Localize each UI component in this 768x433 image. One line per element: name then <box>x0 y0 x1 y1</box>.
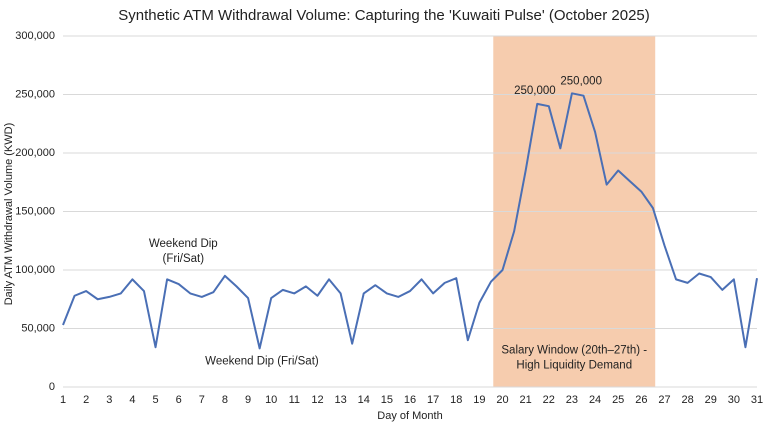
annotation: 250,000 <box>514 85 556 97</box>
x-tick-label: 19 <box>473 394 485 406</box>
x-tick-label: 27 <box>658 394 670 406</box>
x-tick-label: 4 <box>129 394 135 406</box>
annotation: 250,000 <box>560 76 602 88</box>
y-tick-label: 0 <box>49 381 55 393</box>
y-tick-label: 250,000 <box>15 88 55 100</box>
x-tick-label: 23 <box>566 394 578 406</box>
series-line <box>62 92 758 350</box>
x-tick-label: 20 <box>496 394 508 406</box>
chart-title: Synthetic ATM Withdrawal Volume: Capturi… <box>118 7 650 24</box>
x-tick-label: 31 <box>751 394 763 406</box>
x-tick-label: 3 <box>106 394 112 406</box>
x-tick-label: 1 <box>60 394 66 406</box>
annotation: Weekend Dip (Fri/Sat) <box>205 355 319 367</box>
x-tick-label: 12 <box>311 394 323 406</box>
x-tick-label: 2 <box>83 394 89 406</box>
y-tick-label: 50,000 <box>21 322 55 334</box>
y-tick-label: 100,000 <box>15 264 55 276</box>
window-label: Salary Window (20th–27th) - <box>501 344 647 356</box>
x-tick-label: 28 <box>681 394 693 406</box>
x-tick-label: 9 <box>245 394 251 406</box>
x-tick-label: 26 <box>635 394 647 406</box>
x-tick-label: 25 <box>612 394 624 406</box>
y-tick-label: 200,000 <box>15 147 55 159</box>
x-tick-label: 17 <box>427 394 439 406</box>
x-tick-label: 22 <box>543 394 555 406</box>
x-tick-label: 18 <box>450 394 462 406</box>
annotation: Weekend Dip <box>149 238 218 250</box>
x-tick-label: 10 <box>265 394 277 406</box>
x-tick-label: 8 <box>222 394 228 406</box>
annotation: (Fri/Sat) <box>163 253 205 265</box>
x-tick-label: 24 <box>589 394 601 406</box>
x-tick-label: 29 <box>705 394 717 406</box>
x-tick-label: 21 <box>520 394 532 406</box>
x-tick-label: 5 <box>152 394 158 406</box>
window-label: High Liquidity Demand <box>516 359 632 371</box>
x-tick-label: 11 <box>289 394 300 406</box>
x-tick-label: 14 <box>358 394 370 406</box>
y-axis-label: Daily ATM Withdrawal Volume (KWD) <box>3 123 15 306</box>
x-tick-label: 15 <box>381 394 393 406</box>
x-tick-label: 30 <box>728 394 740 406</box>
x-axis-label: Day of Month <box>377 410 442 422</box>
y-tick-label: 150,000 <box>15 205 55 217</box>
x-tick-label: 6 <box>176 394 182 406</box>
x-tick-label: 16 <box>404 394 416 406</box>
x-tick-label: 13 <box>334 394 346 406</box>
x-tick-label: 7 <box>199 394 205 406</box>
y-tick-label: 300,000 <box>15 30 55 42</box>
